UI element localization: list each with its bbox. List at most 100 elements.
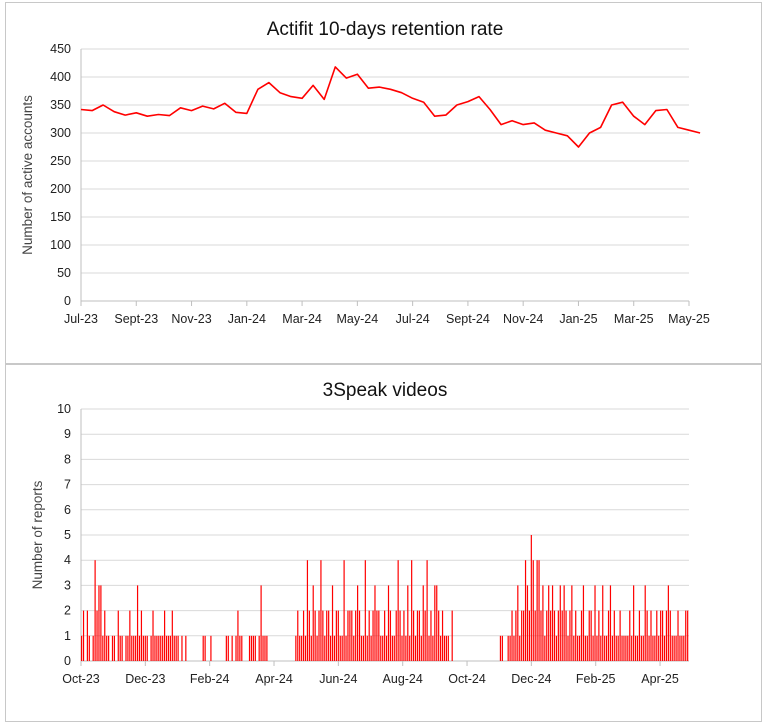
3speak-bar bbox=[111, 635, 114, 661]
3speak-bar bbox=[362, 635, 364, 661]
3speak-bar bbox=[121, 635, 123, 661]
3speak-bar bbox=[401, 635, 403, 661]
3speak-bar bbox=[316, 635, 318, 661]
3speak-bar bbox=[513, 635, 515, 661]
3speak-bar bbox=[169, 635, 171, 661]
actifit-y-tick-label: 250 bbox=[50, 154, 71, 168]
3speak-y-tick-label: 7 bbox=[64, 478, 71, 492]
3speak-bar bbox=[370, 635, 372, 661]
3speak-bar bbox=[588, 610, 590, 661]
3speak-y-tick-label: 5 bbox=[64, 528, 71, 542]
3speak-bar bbox=[577, 635, 579, 661]
actifit-y-tick-label: 100 bbox=[50, 238, 71, 252]
3speak-bar bbox=[407, 585, 409, 661]
3speak-bar bbox=[96, 610, 98, 661]
3speak-bar bbox=[544, 635, 546, 661]
3speak-bar bbox=[108, 635, 110, 661]
3speak-bar bbox=[499, 635, 502, 661]
3speak-bar bbox=[260, 585, 262, 661]
3speak-bar bbox=[351, 610, 353, 661]
3speak-x-tick-label: Dec-23 bbox=[125, 672, 165, 686]
3speak-bar bbox=[366, 635, 368, 661]
3speak-x-tick-label: Dec-24 bbox=[511, 672, 551, 686]
3speak-bar bbox=[113, 635, 116, 661]
3speak-bar bbox=[671, 635, 673, 661]
3speak-x-tick-label: Apr-24 bbox=[255, 672, 293, 686]
3speak-bar bbox=[266, 635, 268, 661]
3speak-bar bbox=[623, 635, 625, 661]
3speak-bar bbox=[627, 635, 629, 661]
3speak-bar bbox=[561, 610, 563, 661]
3speak-bar bbox=[140, 610, 143, 661]
3speak-bar bbox=[580, 610, 583, 661]
3speak-bar bbox=[150, 635, 152, 661]
3speak-bar bbox=[634, 635, 637, 661]
3speak-bar bbox=[434, 585, 436, 661]
3speak-bar bbox=[92, 635, 94, 661]
3speak-bar bbox=[524, 560, 527, 661]
3speak-bar bbox=[609, 585, 612, 661]
3speak-bar bbox=[542, 585, 544, 661]
3speak-bar bbox=[119, 635, 121, 661]
3speak-bar bbox=[422, 585, 424, 661]
3speak-bar bbox=[403, 610, 405, 661]
3speak-x-tick-label: Oct-24 bbox=[448, 672, 486, 686]
3speak-bar bbox=[235, 635, 237, 661]
3speak-bar bbox=[625, 635, 627, 661]
3speak-bar bbox=[563, 585, 565, 661]
3speak-bar bbox=[81, 635, 83, 661]
3speak-bar bbox=[617, 635, 619, 661]
3speak-bar bbox=[665, 610, 668, 661]
3speak-bar bbox=[538, 560, 540, 661]
3speak-y-axis-label: Number of reports bbox=[30, 480, 45, 589]
3speak-bar bbox=[129, 610, 131, 661]
3speak-bar bbox=[519, 635, 521, 661]
3speak-bar bbox=[202, 635, 204, 661]
3speak-bar bbox=[125, 635, 127, 661]
actifit-y-tick-label: 150 bbox=[50, 210, 71, 224]
3speak-bar bbox=[326, 610, 328, 661]
actifit-y-tick-label: 400 bbox=[50, 70, 71, 84]
3speak-x-tick-label: Oct-23 bbox=[62, 672, 100, 686]
3speak-bar bbox=[418, 610, 420, 661]
3speak-bar bbox=[104, 610, 106, 661]
3speak-bar bbox=[237, 610, 239, 661]
3speak-bar bbox=[501, 635, 503, 661]
3speak-bar bbox=[607, 610, 610, 661]
3speak-bar bbox=[297, 610, 299, 661]
3speak-bar bbox=[127, 635, 129, 661]
3speak-bar bbox=[660, 610, 662, 661]
3speak-bar bbox=[171, 610, 173, 661]
3speak-bar bbox=[669, 610, 671, 661]
3speak-chart: 0 1 2 3 4 5 6 7 8 9 10 3Speak videos Number of repor… bbox=[30, 380, 689, 686]
actifit-x-tick-label: Jan-25 bbox=[559, 312, 597, 326]
3speak-bar bbox=[528, 610, 530, 661]
3speak-bar bbox=[430, 610, 432, 661]
3speak-bar bbox=[663, 635, 666, 661]
3speak-bar bbox=[432, 635, 434, 661]
3speak-bar bbox=[185, 635, 187, 661]
3speak-bar bbox=[411, 560, 413, 661]
3speak-bar bbox=[162, 635, 164, 661]
actifit-chart: 0 50 100 150 200 250 300 350 400 450 Actifit 10-da… bbox=[20, 19, 710, 326]
3speak-bar bbox=[376, 610, 378, 661]
3speak-bar bbox=[656, 610, 658, 661]
actifit-x-tick-label: Sept-24 bbox=[446, 312, 490, 326]
3speak-bar bbox=[575, 610, 577, 661]
3speak-bar bbox=[677, 610, 679, 661]
3speak-bar bbox=[548, 585, 550, 661]
3speak-bar bbox=[231, 635, 233, 661]
3speak-bar bbox=[264, 635, 266, 661]
3speak-bar bbox=[312, 585, 314, 661]
3speak-bar bbox=[590, 610, 592, 661]
3speak-bar bbox=[167, 635, 170, 661]
3speak-bar bbox=[621, 635, 623, 661]
3speak-bar bbox=[555, 635, 558, 661]
3speak-bar bbox=[540, 610, 542, 661]
3speak-bar bbox=[117, 610, 119, 661]
3speak-bar bbox=[443, 635, 446, 661]
3speak-bar bbox=[409, 635, 411, 661]
3speak-x-tick-label: Apr-25 bbox=[641, 672, 679, 686]
3speak-bar bbox=[301, 635, 303, 661]
3speak-bar bbox=[252, 635, 254, 661]
